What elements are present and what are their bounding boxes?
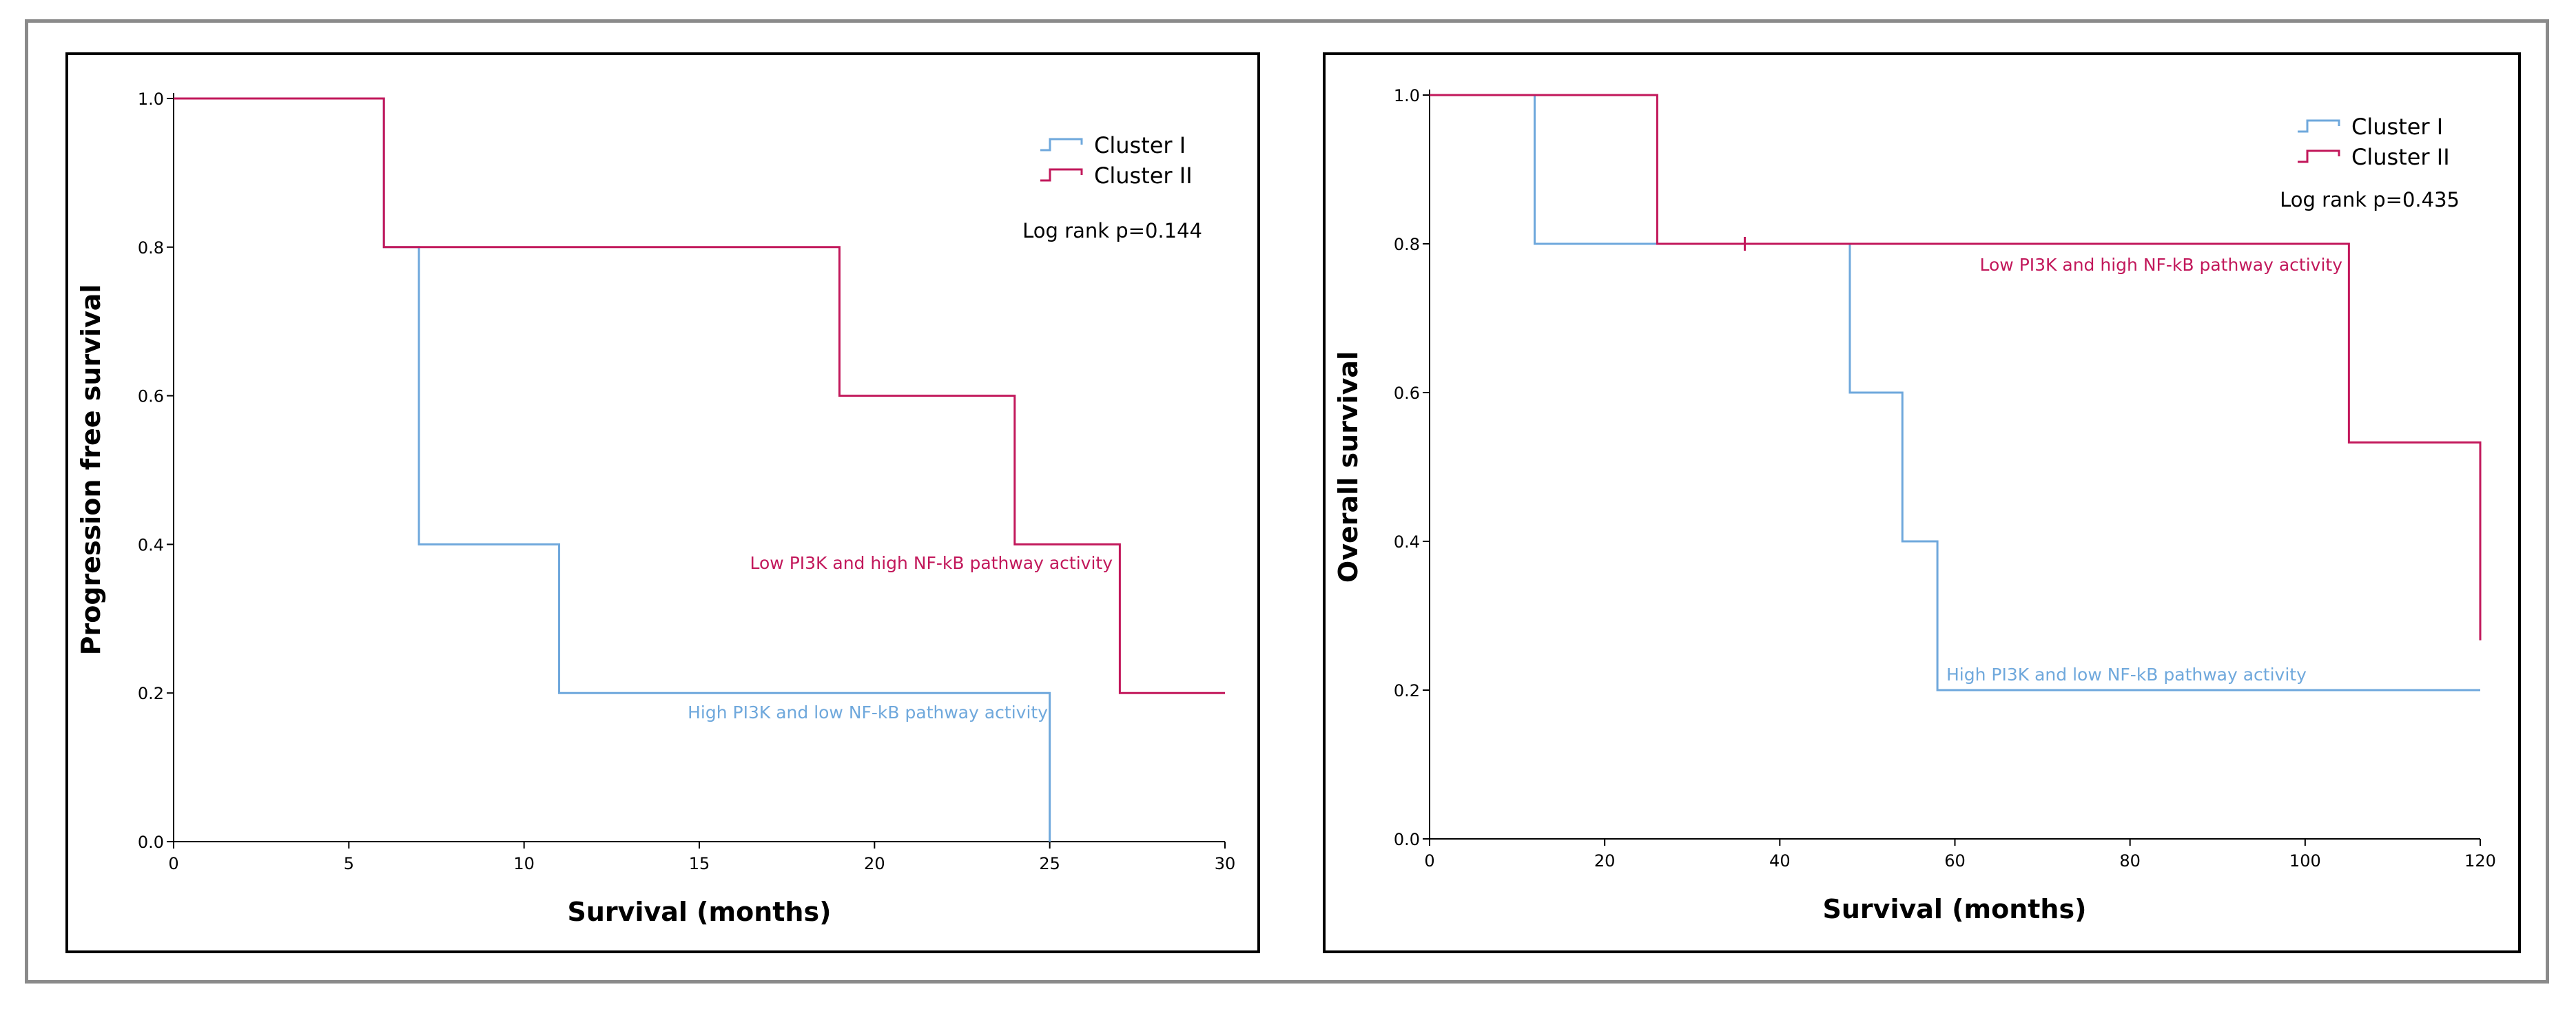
chart-pfs: 0.0 0.2 0.4 0.6 0.8 1.0 0 5 10 15 20 25 30 Survival (… — [76, 90, 1235, 927]
legend-symbol — [1040, 168, 1083, 182]
x-tick-label: 5 — [344, 854, 354, 873]
y-tick-label: 0.2 — [138, 684, 164, 703]
x-tick-label: 80 — [2119, 851, 2141, 871]
x-tick-label: 100 — [2289, 851, 2321, 871]
y-tick-label: 0.6 — [138, 387, 164, 406]
legend-label: Cluster I — [2351, 114, 2443, 140]
x-tick-label: 15 — [689, 854, 710, 873]
y-tick-label: 0.0 — [1394, 830, 1420, 849]
y-tick-label: 0.0 — [138, 833, 164, 852]
x-tick-label: 0 — [168, 854, 178, 873]
logrank-label: Log rank p=0.144 — [1022, 219, 1202, 242]
annotation-cluster-ii: Low PI3K and high NF-kB pathway activity — [1980, 255, 2343, 275]
y-tick-label: 1.0 — [138, 90, 164, 109]
x-tick-label: 20 — [1594, 851, 1616, 871]
y-tick-label: 0.8 — [138, 238, 164, 258]
annotation-cluster-i: High PI3K and low NF-kB pathway activity — [688, 703, 1048, 722]
logrank-label: Log rank p=0.435 — [2280, 188, 2460, 211]
legend-symbol — [2298, 149, 2340, 163]
x-tick-label: 0 — [1424, 851, 1434, 871]
y-tick-label: 0.6 — [1394, 384, 1420, 403]
x-tick-label: 60 — [1944, 851, 1966, 871]
x-tick-label: 20 — [864, 854, 885, 873]
x-tick-label: 30 — [1215, 854, 1236, 873]
x-axis-title: Survival (months) — [1823, 894, 2087, 924]
x-tick-label: 40 — [1769, 851, 1791, 871]
y-tick-label: 0.8 — [1394, 235, 1420, 254]
annotation-cluster-i: High PI3K and low NF-kB pathway activity — [1946, 665, 2307, 685]
panel-os-frame — [1323, 52, 2521, 953]
km-curve-cluster-ii — [174, 97, 1225, 694]
legend-label: Cluster II — [1094, 163, 1193, 189]
legend-symbol — [2298, 119, 2340, 133]
y-tick-label: 1.0 — [1394, 86, 1420, 105]
y-tick-label: 0.4 — [1394, 532, 1420, 552]
chart-os: 0.0 0.2 0.4 0.6 0.8 1.0 0 20 40 60 80 100 120 Surviva… — [1333, 86, 2496, 924]
legend-symbol — [1040, 138, 1083, 152]
km-curve-cluster-i — [1430, 94, 2480, 691]
annotation-cluster-ii: Low PI3K and high NF-kB pathway activity — [750, 553, 1113, 573]
legend-label: Cluster II — [2351, 144, 2450, 170]
legend-label: Cluster I — [1094, 132, 1186, 158]
y-tick-label: 0.4 — [138, 535, 164, 554]
x-tick-label: 10 — [513, 854, 535, 873]
y-axis-title: Overall survival — [1333, 351, 1363, 583]
x-tick-label: 120 — [2464, 851, 2496, 871]
x-tick-label: 25 — [1039, 854, 1060, 873]
y-axis-title: Progression free survival — [76, 284, 106, 656]
km-curve-cluster-ii — [1430, 94, 2482, 641]
panel-pfs-frame — [65, 52, 1260, 953]
x-axis-title: Survival (months) — [568, 897, 832, 927]
y-tick-label: 0.2 — [1394, 681, 1420, 700]
